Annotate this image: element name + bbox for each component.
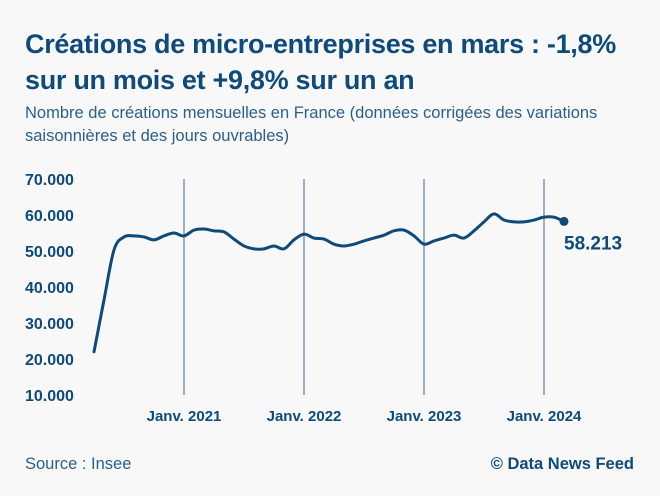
chart-title: Créations de micro-entreprises en mars :…: [25, 29, 616, 95]
y-tick-label: 60.000: [25, 208, 74, 225]
y-tick-label: 30.000: [25, 316, 74, 333]
y-tick-label: 10.000: [25, 388, 74, 405]
credit-text: © Data News Feed: [490, 455, 634, 473]
y-tick-label: 40.000: [25, 280, 74, 297]
x-tick-label: Janv. 2024: [507, 408, 582, 425]
x-tick-label: Janv. 2023: [387, 408, 462, 425]
y-tick-label: 70.000: [25, 172, 74, 189]
x-tick-label: Janv. 2021: [147, 408, 222, 425]
x-tick-label: Janv. 2022: [267, 408, 342, 425]
series-line: [92, 212, 566, 354]
vertical-gridlines: [183, 179, 545, 395]
source-text: Source : Insee: [25, 455, 132, 473]
chart-subtitle: Nombre de créations mensuelles en France…: [25, 104, 598, 145]
y-tick-label: 50.000: [25, 244, 74, 261]
x-axis: Janv. 2021 Janv. 2022 Janv. 2023 Janv. 2024: [147, 408, 582, 425]
y-tick-label: 20.000: [25, 352, 74, 369]
end-point-marker: [559, 216, 569, 226]
end-value-label: 58.213: [564, 233, 622, 254]
y-axis: 70.000 60.000 50.000 40.000 30.000 20.000 10.0…: [25, 172, 74, 405]
